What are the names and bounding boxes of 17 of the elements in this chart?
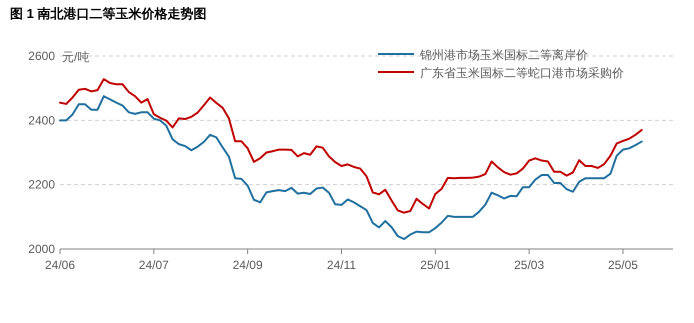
x-tick-label: 24/11 (326, 258, 356, 272)
chart-title: 图 1 南北港口二等玉米价格走势图 (10, 6, 206, 21)
legend-label: 广东省玉米国标二等蛇口港市场采购价 (420, 66, 624, 80)
x-tick-label: 24/06 (44, 258, 76, 272)
line-series (59, 78, 643, 214)
x-tick-label: 25/05 (608, 258, 638, 272)
legend-label: 锦州港市场玉米国标二等离岸价 (419, 48, 588, 62)
y-tick-label: 2600 (28, 49, 56, 63)
y-tick-label: 2400 (28, 113, 56, 128)
x-tick-label: 25/03 (514, 258, 544, 272)
line-series (59, 95, 643, 240)
y-tick-label: 2000 (28, 242, 56, 256)
x-tick-label: 24/09 (232, 258, 263, 272)
y-tick-label: 2200 (28, 178, 56, 192)
x-tick-label: 24/07 (138, 258, 170, 272)
x-tick-label: 25/01 (420, 258, 451, 272)
y-axis-title: 元/吨 (62, 50, 90, 64)
